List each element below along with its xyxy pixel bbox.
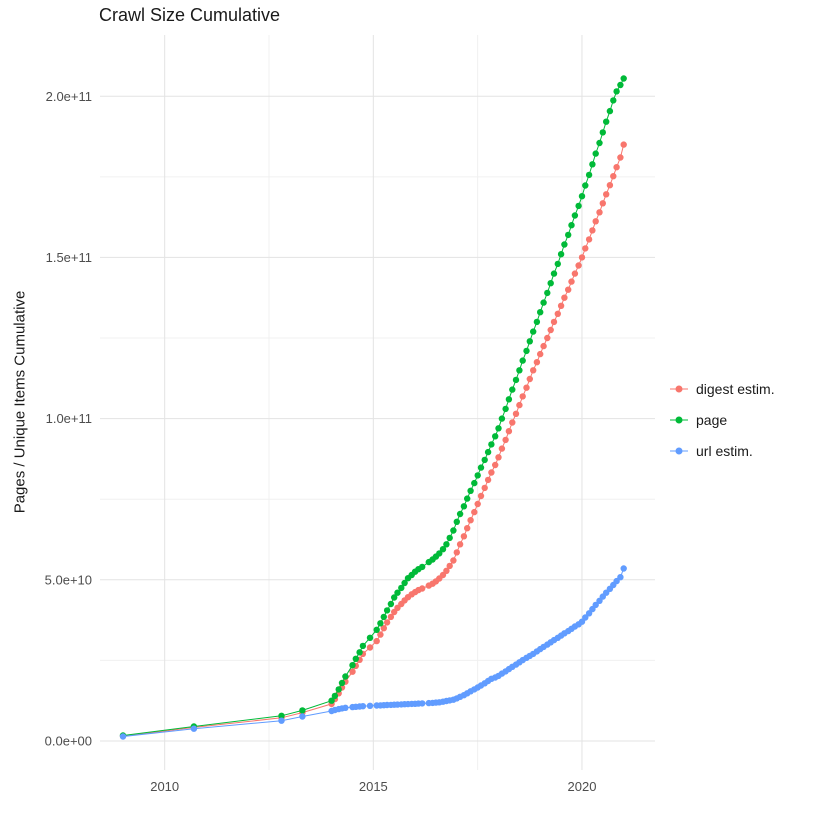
x-tick-label: 2010 bbox=[150, 779, 179, 794]
legend-label: page bbox=[696, 412, 728, 428]
grid-major bbox=[100, 35, 655, 770]
x-tick-label: 2020 bbox=[568, 779, 597, 794]
legend: digest estim. page url estim. bbox=[668, 378, 775, 462]
legend-key-icon bbox=[670, 385, 688, 393]
legend-label: digest estim. bbox=[696, 381, 775, 397]
x-tick-labels: 2010 2015 2020 bbox=[150, 779, 596, 794]
x-tick-label: 2015 bbox=[359, 779, 388, 794]
grid-minor bbox=[100, 35, 655, 770]
chart-title: Crawl Size Cumulative bbox=[99, 5, 281, 25]
y-tick-label: 1.5e+11 bbox=[46, 250, 92, 265]
y-tick-label: 0.0e+00 bbox=[45, 733, 92, 748]
y-tick-label: 5.0e+10 bbox=[45, 572, 92, 587]
legend-item: page bbox=[668, 409, 775, 431]
series-url-estim-points bbox=[119, 565, 627, 740]
legend-item: digest estim. bbox=[668, 378, 775, 400]
y-tick-label: 1.0e+11 bbox=[46, 411, 92, 426]
legend-label: url estim. bbox=[696, 443, 753, 459]
series-page-points bbox=[119, 75, 627, 739]
y-tick-labels: 0.0e+00 5.0e+10 1.0e+11 1.5e+11 2.0e+11 bbox=[45, 89, 92, 749]
legend-key-icon bbox=[670, 416, 688, 424]
legend-item: url estim. bbox=[668, 440, 775, 462]
y-tick-label: 2.0e+11 bbox=[46, 89, 92, 104]
legend-key-icon bbox=[670, 447, 688, 455]
